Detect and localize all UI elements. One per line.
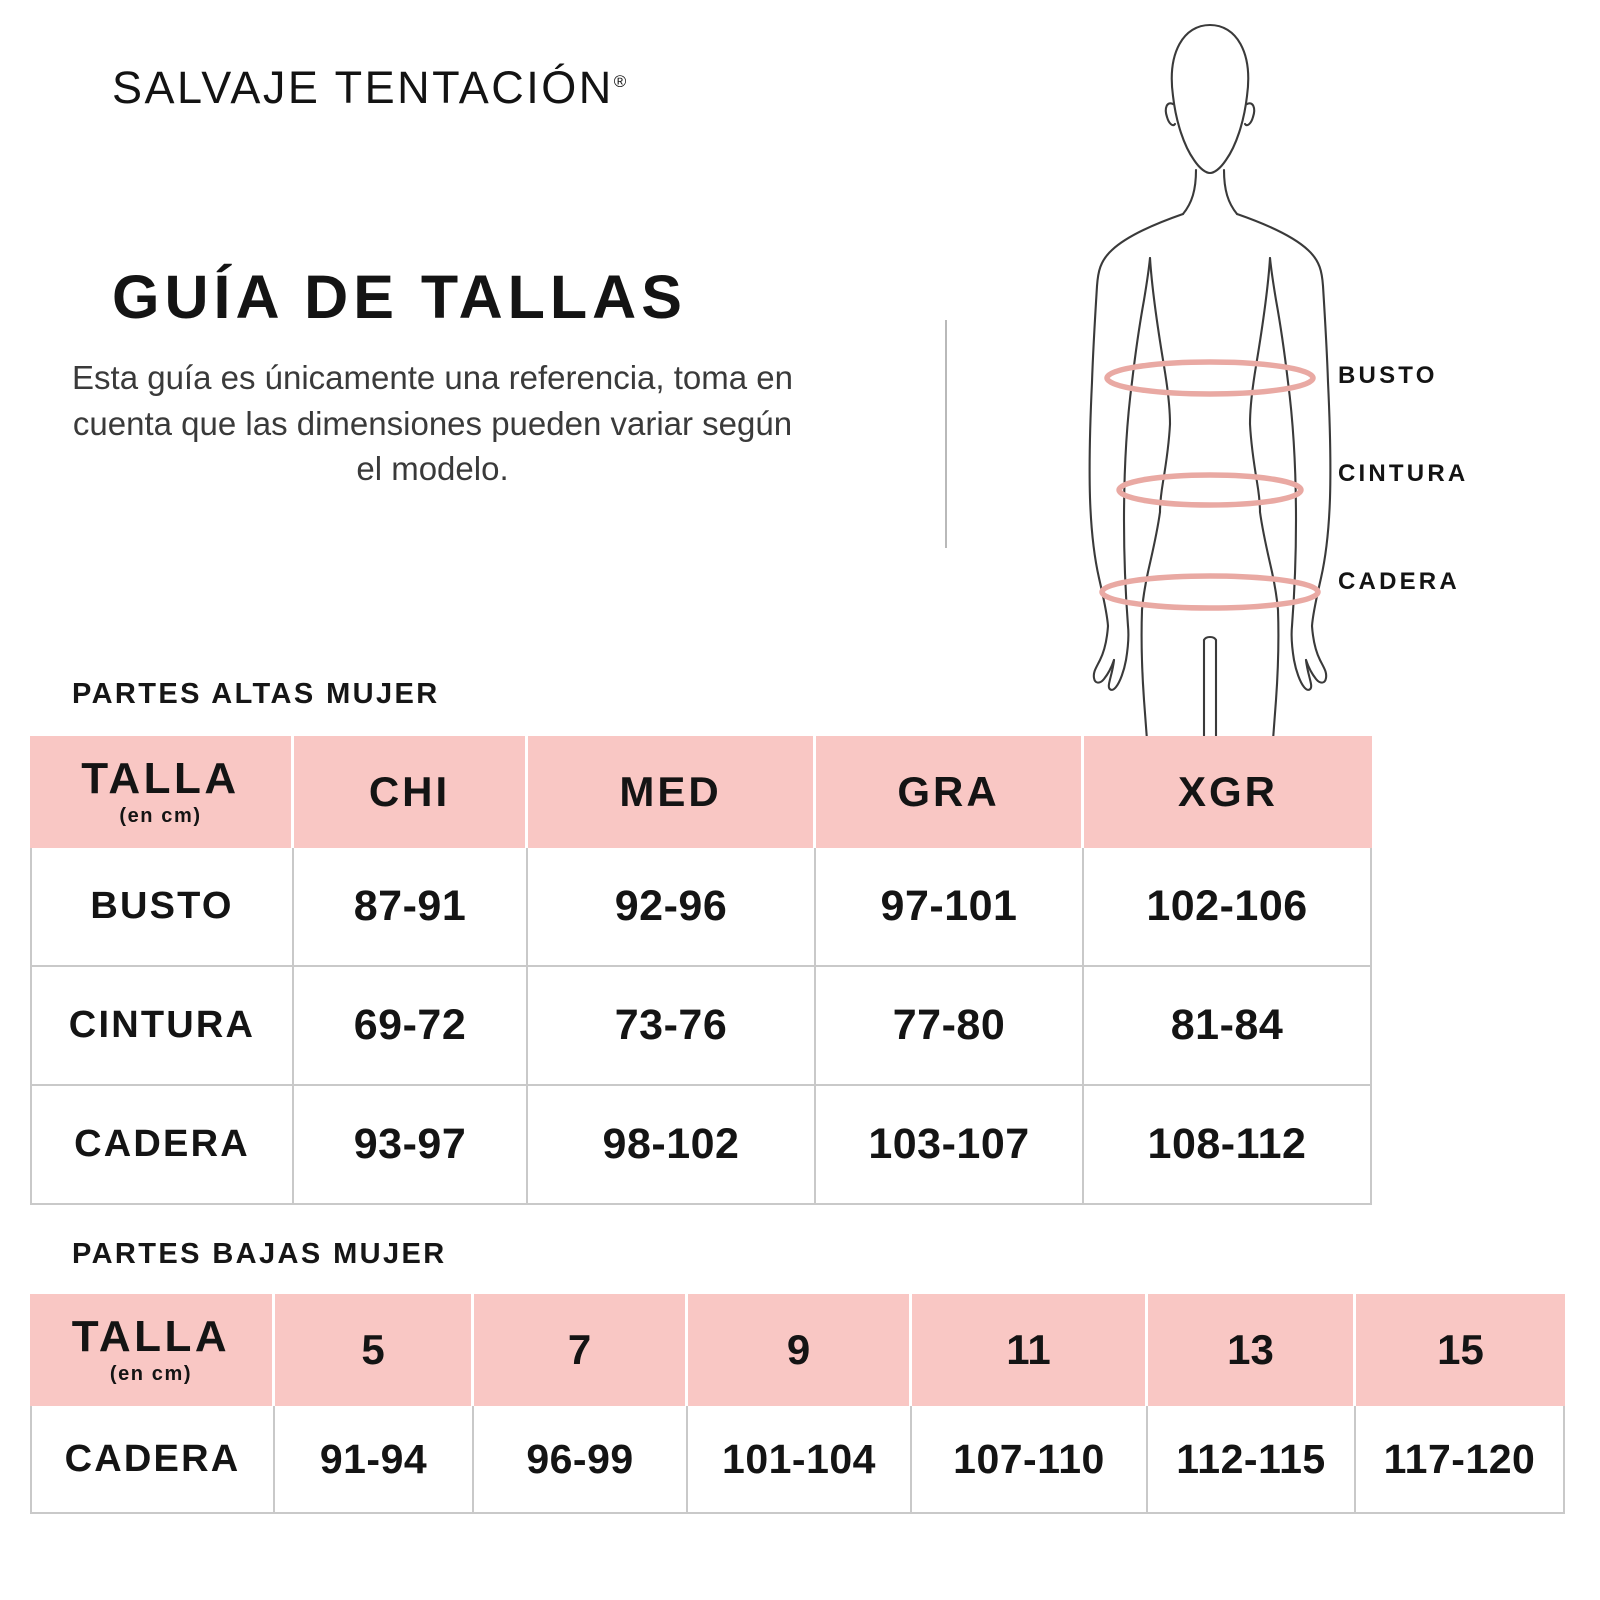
row-label-cadera: CADERA: [30, 1406, 275, 1514]
cell-cadera-11: 107-110: [912, 1406, 1148, 1514]
vertical-divider: [945, 320, 947, 548]
column-header-xgr: XGR: [1084, 736, 1372, 848]
measurement-label-cintura: CINTURA: [1338, 460, 1469, 487]
cell-busto-xgr: 102-106: [1084, 848, 1372, 967]
table-corner-cell: TALLA (en cm): [30, 1294, 275, 1406]
row-label-cintura: CINTURA: [30, 967, 294, 1086]
table-row: CADERA 93-97 98-102 103-107 108-112: [30, 1086, 1372, 1205]
cell-cadera-9: 101-104: [688, 1406, 912, 1514]
column-header-15: 15: [1356, 1294, 1565, 1406]
measurement-label-cadera: CADERA: [1338, 568, 1460, 595]
column-header-13: 13: [1148, 1294, 1356, 1406]
cell-cintura-gra: 77-80: [816, 967, 1084, 1086]
column-header-11: 11: [912, 1294, 1148, 1406]
table-header-row: TALLA (en cm) 5 7 9 11 13 15: [30, 1294, 1565, 1406]
page-title: GUÍA DE TALLAS: [112, 263, 687, 331]
corner-label: TALLA: [71, 1311, 231, 1361]
corner-sublabel: (en cm): [119, 804, 202, 827]
column-header-5: 5: [275, 1294, 474, 1406]
brand-name: SALVAJE TENTACIÓN: [112, 62, 614, 113]
cell-cintura-chi: 69-72: [294, 967, 528, 1086]
female-body-diagram: [1000, 0, 1420, 780]
size-table-partes-altas: TALLA (en cm) CHI MED GRA XGR BUSTO 87-9…: [30, 736, 1372, 1205]
cell-cadera-5: 91-94: [275, 1406, 474, 1514]
row-label-cadera: CADERA: [30, 1086, 294, 1205]
cell-busto-gra: 97-101: [816, 848, 1084, 967]
column-header-7: 7: [474, 1294, 688, 1406]
size-table-partes-bajas: TALLA (en cm) 5 7 9 11 13 15 CADERA 91-9…: [30, 1294, 1565, 1514]
cell-cadera-gra: 103-107: [816, 1086, 1084, 1205]
cell-cadera-15: 117-120: [1356, 1406, 1565, 1514]
table-header-row: TALLA (en cm) CHI MED GRA XGR: [30, 736, 1372, 848]
corner-sublabel: (en cm): [109, 1362, 193, 1385]
corner-label: TALLA: [81, 753, 240, 803]
cell-cadera-chi: 93-97: [294, 1086, 528, 1205]
table-row: CINTURA 69-72 73-76 77-80 81-84: [30, 967, 1372, 1086]
page-description: Esta guía es únicamente una referencia, …: [72, 359, 793, 488]
row-label-busto: BUSTO: [30, 848, 294, 967]
column-header-gra: GRA: [816, 736, 1084, 848]
cell-cadera-xgr: 108-112: [1084, 1086, 1372, 1205]
measurement-label-busto: BUSTO: [1338, 362, 1438, 389]
table-row: CADERA 91-94 96-99 101-104 107-110 112-1…: [30, 1406, 1565, 1514]
brand-logo: SALVAJE TENTACIÓN®: [112, 62, 626, 114]
column-header-9: 9: [688, 1294, 912, 1406]
registered-trademark-icon: ®: [613, 72, 627, 91]
section-caption-partes-altas: PARTES ALTAS MUJER: [72, 678, 440, 710]
table-corner-cell: TALLA (en cm): [30, 736, 294, 848]
cell-cadera-13: 112-115: [1148, 1406, 1356, 1514]
section-caption-partes-bajas: PARTES BAJAS MUJER: [72, 1238, 447, 1270]
cell-cintura-med: 73-76: [528, 967, 816, 1086]
table-row: BUSTO 87-91 92-96 97-101 102-106: [30, 848, 1372, 967]
cell-cintura-xgr: 81-84: [1084, 967, 1372, 1086]
column-header-med: MED: [528, 736, 816, 848]
column-header-chi: CHI: [294, 736, 528, 848]
cell-cadera-med: 98-102: [528, 1086, 816, 1205]
cell-busto-chi: 87-91: [294, 848, 528, 967]
cell-cadera-7: 96-99: [474, 1406, 688, 1514]
cell-busto-med: 92-96: [528, 848, 816, 967]
